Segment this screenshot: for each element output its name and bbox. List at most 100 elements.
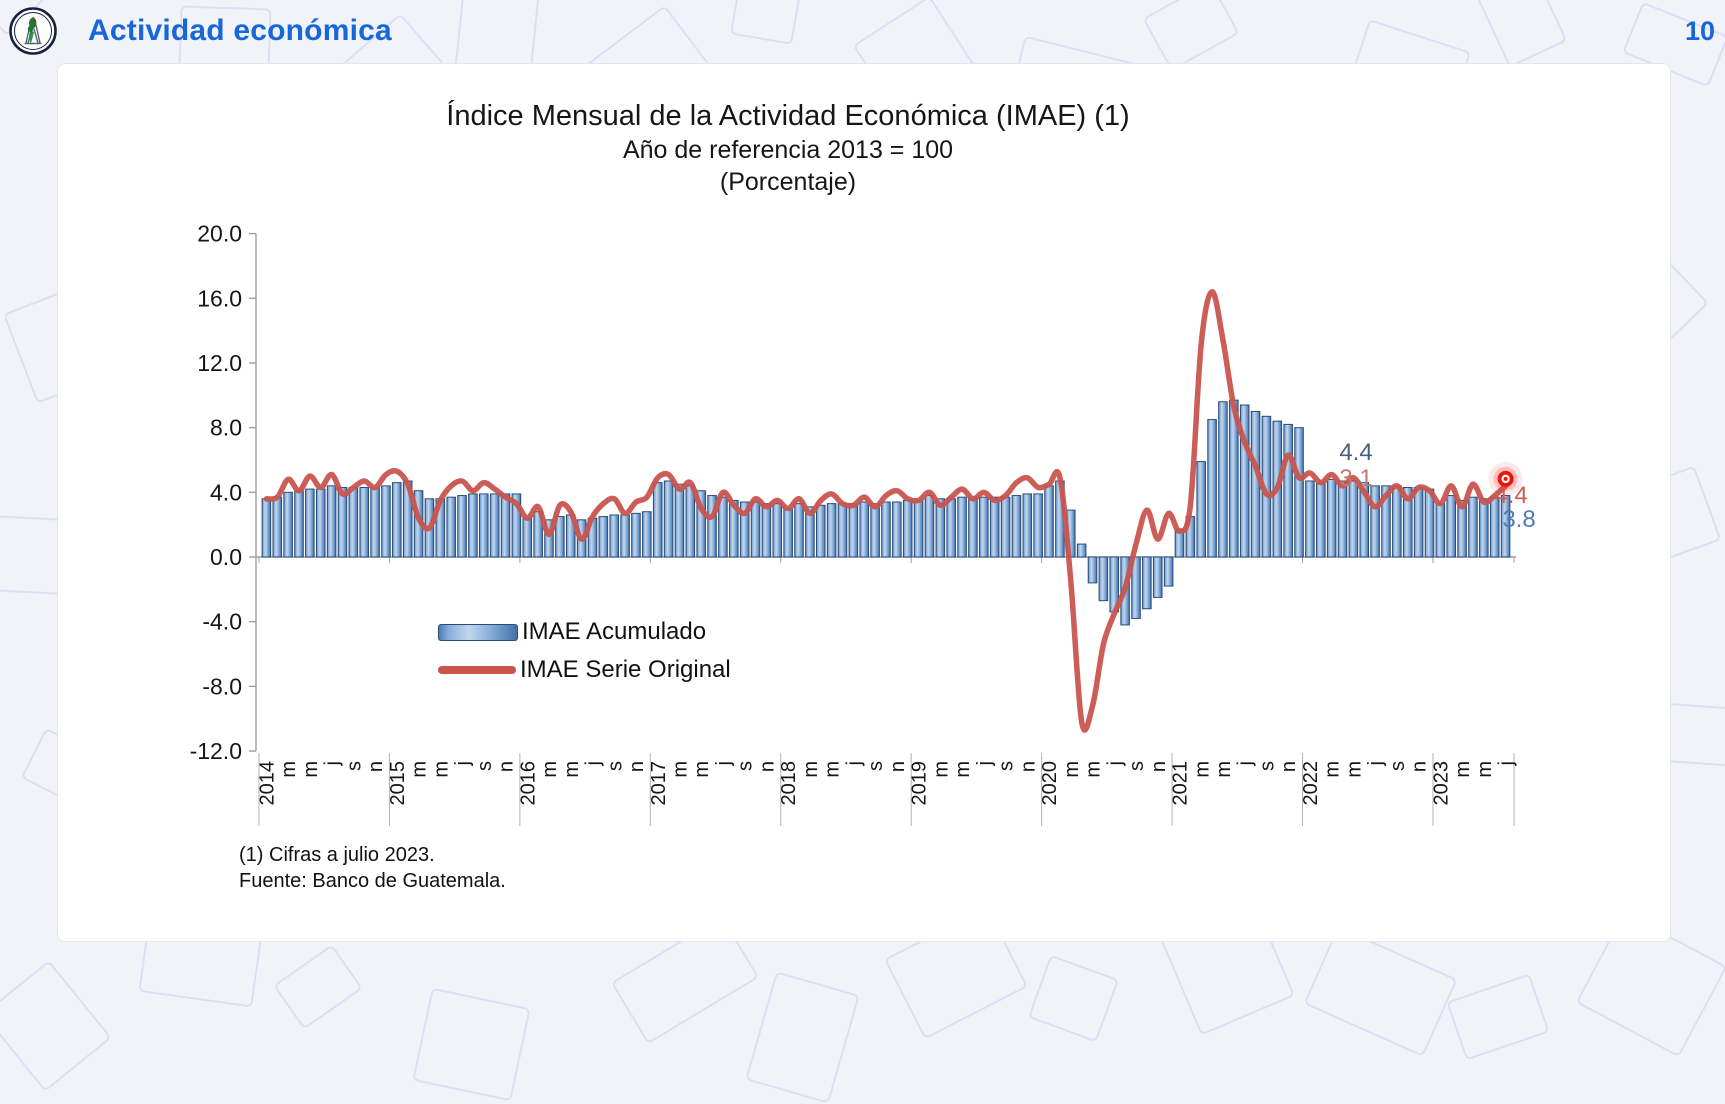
y-axis-tick-label: -12.0 [190,738,242,764]
x-axis-tick-label: j [974,761,996,766]
x-axis-tick-label: 2018 [778,761,800,806]
bar [1479,498,1489,558]
y-axis-tick-label: 4.0 [210,479,242,505]
footnote-fuente: Fuente: Banco de Guatemala. [239,870,506,892]
x-axis-tick-label: n [1148,761,1170,772]
end-marker-dot [1503,476,1508,481]
x-axis-tick-label: j [1235,761,1257,766]
y-axis-tick-label: -8.0 [202,673,242,699]
background-pattern-shape [1303,926,1458,1057]
bar [1239,404,1250,558]
background-pattern-shape [0,960,112,1092]
bar [1218,401,1228,558]
slide-header: Actividad económica 10 [0,0,1725,62]
x-axis-tick-label: m [1474,761,1496,778]
bar [1207,419,1217,558]
bar [1435,503,1446,558]
x-axis-tick-label: m [1452,761,1474,778]
x-axis-tick-label: j [713,761,735,766]
chart-title-line2: Año de referencia 2013 = 100 [622,136,954,164]
x-axis-tick-label: 2021 [1170,761,1192,806]
bar [696,490,706,558]
x-axis-tick-label: n [496,761,518,772]
bar [500,493,511,558]
bar [870,503,880,558]
x-axis-tick-label: j [322,761,344,766]
x-axis-tick-label: j [1365,761,1387,766]
bar [881,501,891,558]
background-pattern-shape [1027,954,1120,1043]
legend-label: IMAE Acumulado [522,618,707,645]
page-title: Actividad económica [88,14,392,47]
bar [479,493,489,558]
x-axis-tick-label: m [278,761,300,778]
y-axis-tick-label: 8.0 [210,415,242,441]
bar [913,499,924,558]
x-axis-tick-label: n [1409,761,1431,772]
bar [620,514,630,558]
x-axis-tick-label: m [1083,761,1105,778]
bar [326,485,337,558]
background-pattern-shape [273,944,363,1030]
x-axis-tick-label: m [669,761,691,778]
x-axis-tick-label: m [561,761,583,778]
x-axis-tick-label: j [843,761,865,766]
bar [1000,496,1011,558]
bar [859,501,870,558]
x-axis-tick-label: j [583,761,605,766]
x-axis-tick-label: n [365,761,387,772]
bar [522,517,533,558]
bar [272,496,283,558]
bar [1142,556,1152,610]
background-pattern-shape [1446,973,1550,1061]
bar [337,486,348,558]
chart-legend: IMAE Acumulado IMAE Serie Original [438,613,731,689]
bar [837,503,848,558]
bar [1370,485,1380,558]
bar [381,485,391,558]
bar [283,491,293,558]
bar [511,493,522,558]
bar [468,493,478,558]
bar [979,496,989,558]
bar [663,480,674,558]
y-axis-tick-label: -4.0 [202,609,242,635]
bar [1381,485,1391,558]
x-axis-tick-label: s [1387,761,1409,771]
x-axis-tick-label: s [1126,761,1148,771]
x-axis-tick-label: n [1278,761,1300,772]
bar [555,516,565,558]
x-axis-tick-label: s [735,761,757,771]
bar [359,486,369,558]
x-axis-tick-label: s [474,761,496,771]
bar [652,482,663,558]
bar [957,496,967,558]
bar [892,501,902,558]
bar [924,495,935,558]
bar [261,498,272,558]
bar [989,496,1000,558]
x-axis-tick-label: 2015 [387,761,409,806]
bar [1446,495,1457,558]
x-axis-tick-label: 2020 [1039,761,1061,806]
bar [946,498,956,558]
bar [315,488,326,558]
bar [1468,496,1478,558]
bar [598,516,609,558]
x-axis-tick-label: j [1496,761,1518,766]
x-axis-tick-label: 2023 [1430,761,1452,806]
bar [370,486,380,558]
bar [1305,480,1315,558]
bar [902,499,913,558]
bar [1457,499,1467,558]
x-axis-tick-label: j [1104,761,1126,766]
bar [674,483,685,558]
x-axis-tick-label: m [691,761,713,778]
bar [707,495,717,558]
x-axis-tick-label: m [430,761,452,778]
x-axis-tick-label: m [822,761,844,778]
x-axis-tick-label: s [996,761,1018,771]
bar [848,503,859,558]
bar [729,499,739,558]
